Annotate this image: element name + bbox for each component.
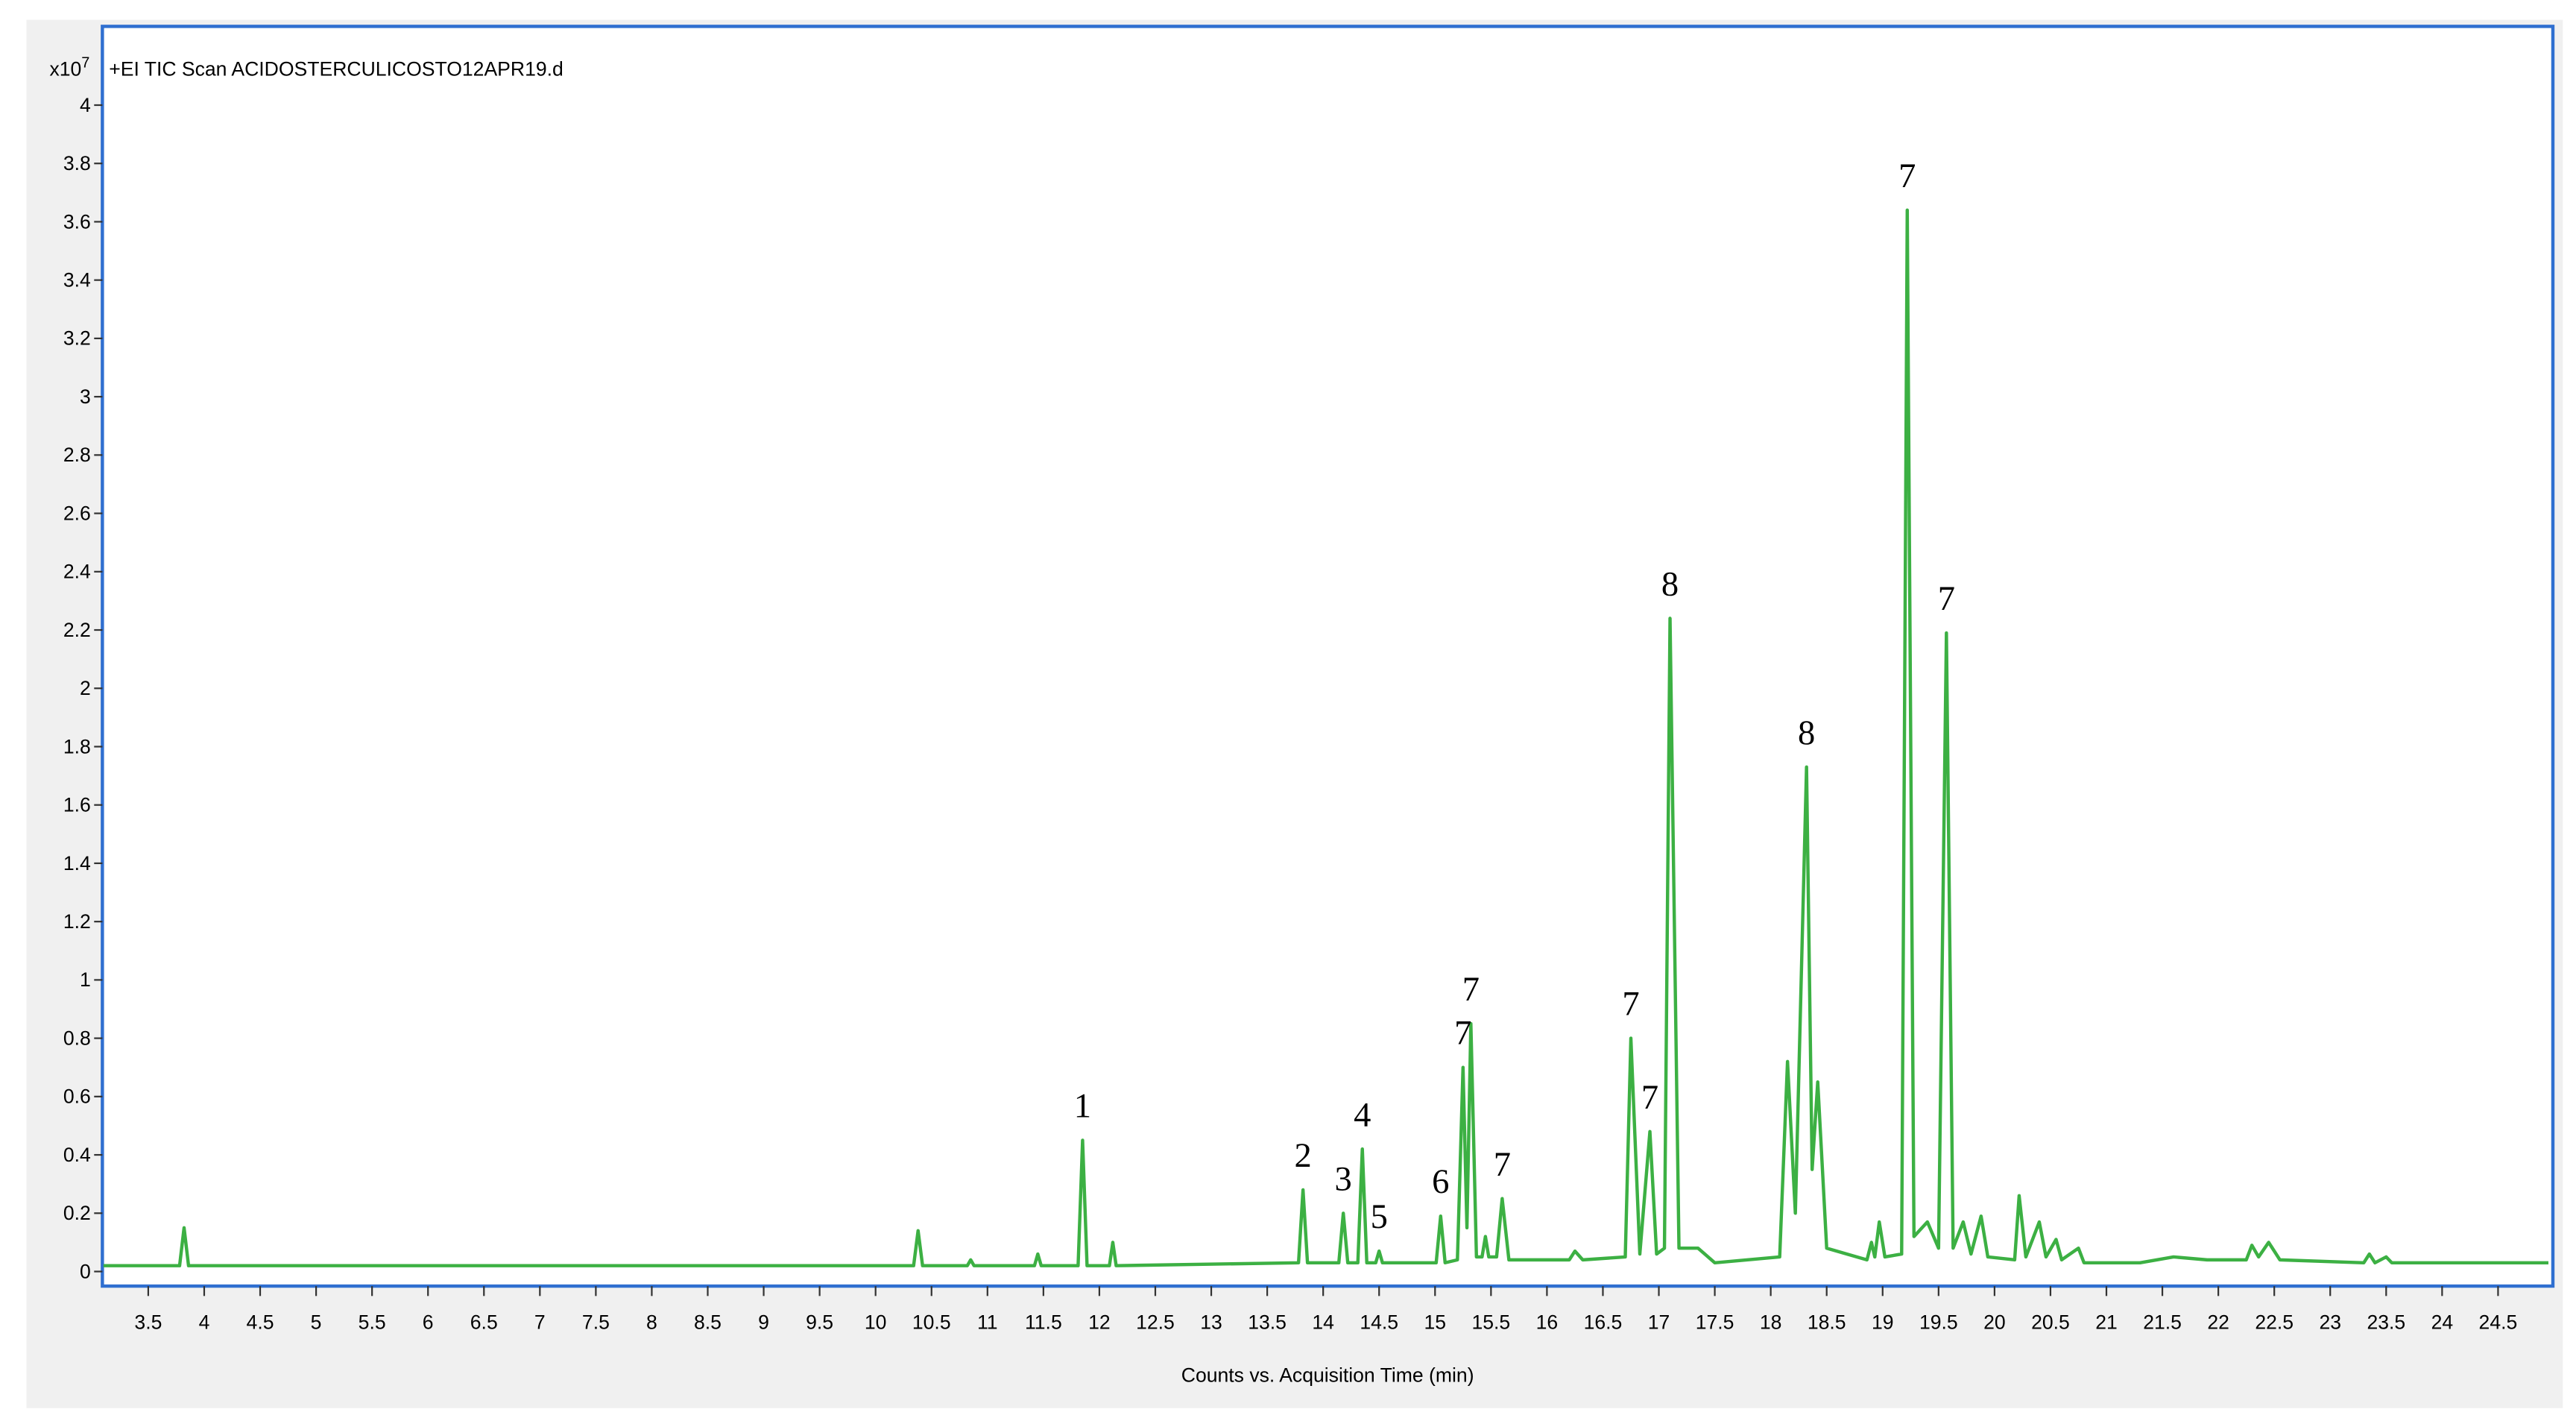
x-tick-label: 21.5 — [2143, 1311, 2182, 1334]
x-tick-label: 12.5 — [1136, 1311, 1175, 1334]
peak-label: 7 — [1454, 1015, 1471, 1053]
peak-label: 4 — [1354, 1096, 1371, 1134]
y-tick-label: 0.6 — [63, 1085, 91, 1108]
x-tick-label: 6 — [423, 1311, 434, 1334]
x-tick-label: 7 — [534, 1311, 546, 1334]
x-tick-label: 4 — [199, 1311, 210, 1334]
x-axis-label: Counts vs. Acquisition Time (min) — [1181, 1364, 1474, 1386]
y-tick-label: 3.4 — [63, 269, 91, 292]
peak-label: 7 — [1462, 971, 1480, 1009]
peak-label: 7 — [1494, 1146, 1511, 1184]
x-tick-label: 21 — [2095, 1311, 2118, 1334]
peak-label: 3 — [1335, 1160, 1352, 1198]
y-tick-label: 1.4 — [63, 852, 91, 875]
peak-label: 1 — [1074, 1088, 1091, 1126]
y-tick-label: 0.2 — [63, 1202, 91, 1224]
x-tick-label: 24 — [2431, 1311, 2454, 1334]
y-tick-label: 1.8 — [63, 735, 91, 757]
x-tick-label: 18.5 — [1808, 1311, 1846, 1334]
x-tick-label: 22.5 — [2255, 1311, 2294, 1334]
x-tick-label: 22 — [2207, 1311, 2229, 1334]
y-tick-label: 2 — [80, 677, 91, 699]
peak-label: 2 — [1295, 1137, 1312, 1175]
y-tick-label: 3 — [80, 385, 91, 408]
x-tick-label: 10.5 — [912, 1311, 951, 1334]
x-tick-label: 5.5 — [359, 1311, 386, 1334]
y-tick-label: 2.6 — [63, 502, 91, 524]
y-tick-label: 2.4 — [63, 561, 91, 583]
x-tick-label: 16.5 — [1584, 1311, 1623, 1334]
x-tick-label: 14 — [1312, 1311, 1334, 1334]
x-tick-label: 10 — [865, 1311, 887, 1334]
x-tick-label: 19 — [1872, 1311, 1894, 1334]
x-tick-label: 12 — [1088, 1311, 1111, 1334]
x-tick-label: 14.5 — [1360, 1311, 1398, 1334]
y-tick-label: 3.2 — [63, 327, 91, 350]
y-tick-label: 0.8 — [63, 1027, 91, 1049]
x-tick-label: 8.5 — [694, 1311, 722, 1334]
x-tick-label: 20 — [1983, 1311, 2006, 1334]
y-tick-label: 4 — [80, 94, 91, 116]
x-tick-label: 11.5 — [1025, 1311, 1062, 1334]
peak-label: 5 — [1371, 1198, 1388, 1236]
y-tick-label: 1.6 — [63, 794, 91, 816]
peak-label: 7 — [1938, 580, 1955, 618]
x-tick-label: 23.5 — [2367, 1311, 2405, 1334]
x-tick-label: 7.5 — [582, 1311, 610, 1334]
x-tick-label: 9 — [758, 1311, 769, 1334]
series-line — [103, 208, 2548, 1267]
peak-label: 8 — [1798, 714, 1815, 752]
y-tick-label: 3.8 — [63, 152, 91, 174]
x-tick-label: 20.5 — [2031, 1311, 2070, 1334]
plot-area — [101, 25, 2555, 1288]
y-tick-label: 2.8 — [63, 444, 91, 466]
x-tick-label: 11 — [977, 1311, 998, 1334]
x-tick-label: 17.5 — [1696, 1311, 1734, 1334]
peak-label: 7 — [1622, 986, 1639, 1024]
x-tick-label: 3.5 — [134, 1311, 162, 1334]
peak-label: 7 — [1641, 1079, 1658, 1117]
x-tick-label: 9.5 — [806, 1311, 833, 1334]
y-tick-label: 3.6 — [63, 210, 91, 233]
chart-title: +EI TIC Scan ACIDOSTERCULICOSTO12APR19.d — [109, 58, 564, 81]
x-tick-label: 18 — [1760, 1311, 1782, 1334]
y-axis-label: x107 — [49, 55, 89, 81]
y-label-base: x10 — [49, 58, 81, 81]
y-tick-label: 1 — [80, 968, 91, 991]
x-tick-label: 5 — [311, 1311, 322, 1334]
x-tick-label: 23 — [2319, 1311, 2341, 1334]
y-tick-label: 1.2 — [63, 910, 91, 933]
x-tick-label: 4.5 — [247, 1311, 274, 1334]
peak-label: 8 — [1661, 565, 1679, 603]
x-tick-label: 15 — [1424, 1311, 1447, 1334]
peak-label: 6 — [1432, 1163, 1449, 1201]
x-tick-label: 16 — [1536, 1311, 1559, 1334]
x-tick-label: 15.5 — [1471, 1311, 1510, 1334]
y-label-exponent: 7 — [81, 55, 89, 72]
x-tick-label: 13.5 — [1248, 1311, 1287, 1334]
y-tick-label: 0 — [80, 1260, 91, 1282]
x-tick-label: 6.5 — [470, 1311, 498, 1334]
x-tick-label: 17 — [1648, 1311, 1670, 1334]
x-tick-label: 24.5 — [2479, 1311, 2518, 1334]
y-tick-label: 0.4 — [63, 1144, 91, 1166]
peak-label: 7 — [1898, 157, 1916, 195]
y-tick-label: 2.2 — [63, 619, 91, 641]
x-tick-label: 13 — [1200, 1311, 1222, 1334]
x-tick-label: 19.5 — [1919, 1311, 1958, 1334]
x-tick-label: 8 — [646, 1311, 657, 1334]
